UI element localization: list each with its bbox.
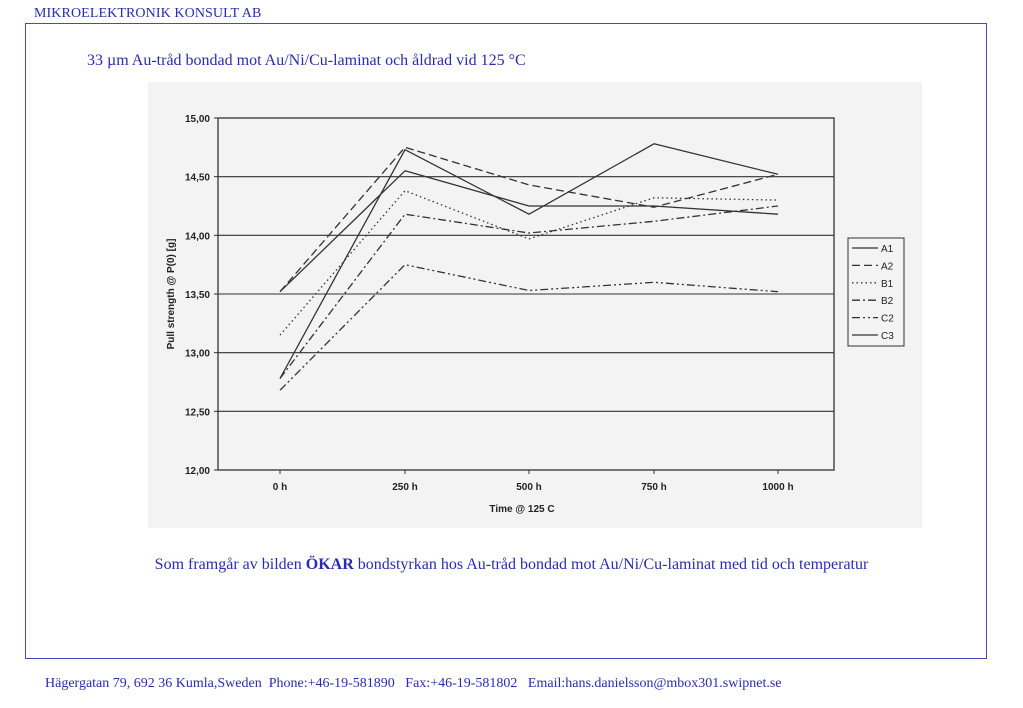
x-tick-label: 0 h (273, 482, 287, 493)
series-line-a2 (279, 146, 779, 293)
legend-label-b1: B1 (881, 279, 894, 290)
x-tick-label: 1000 h (762, 482, 793, 493)
series-line-a1 (279, 143, 779, 379)
y-tick-label: 13,50 (185, 290, 210, 301)
legend-label-a1: A1 (881, 244, 894, 255)
conclusion-post: bondstyrkan hos Au-tråd bondad mot Au/Ni… (353, 556, 869, 573)
series-line-b1 (279, 190, 779, 336)
company-name: MIKROELEKTRONIK KONSULT AB (34, 6, 262, 21)
series-line-c3 (279, 170, 779, 293)
legend-label-c3: C3 (881, 331, 894, 342)
pull-strength-chart: 12,00 12,50 13,00 13,50 14,00 14,50 15,00 0 h 25… (166, 114, 905, 515)
y-tick-label: 12,50 (185, 407, 210, 418)
footer-contact: Hägergatan 79, 692 36 Kumla,Sweden Phone… (45, 676, 782, 691)
y-tick-label: 15,00 (185, 114, 210, 125)
conclusion-pre: Som framgår av bilden (154, 556, 306, 573)
y-tick-label: 12,00 (185, 466, 210, 477)
conclusion-bold: ÖKAR (305, 556, 354, 573)
slide-frame (25, 23, 987, 659)
series-line-c2 (279, 264, 779, 391)
legend-label-c2: C2 (881, 314, 894, 325)
y-axis-title: Pull strength @ P(0) [g] (166, 239, 177, 350)
slide-title: 33 µm Au-tråd bondad mot Au/Ni/Cu-lamina… (87, 52, 526, 69)
y-tick-label: 14,00 (185, 231, 210, 242)
y-tick-label: 13,00 (185, 349, 210, 360)
conclusion-text: Som framgår av bilden ÖKAR bondstyrkan h… (0, 556, 1023, 574)
legend-label-b2: B2 (881, 296, 894, 307)
x-tick-label: 500 h (516, 482, 542, 493)
x-tick-label: 750 h (641, 482, 667, 493)
y-tick-label: 14,50 (185, 173, 210, 184)
x-axis-title: Time @ 125 C (489, 504, 554, 515)
legend-label-a2: A2 (881, 261, 894, 272)
chart-image: 12,00 12,50 13,00 13,50 14,00 14,50 15,00 0 h 25… (148, 82, 922, 528)
x-tick-label: 250 h (392, 482, 418, 493)
legend-box (847, 237, 905, 347)
series-line-b2 (279, 205, 779, 379)
